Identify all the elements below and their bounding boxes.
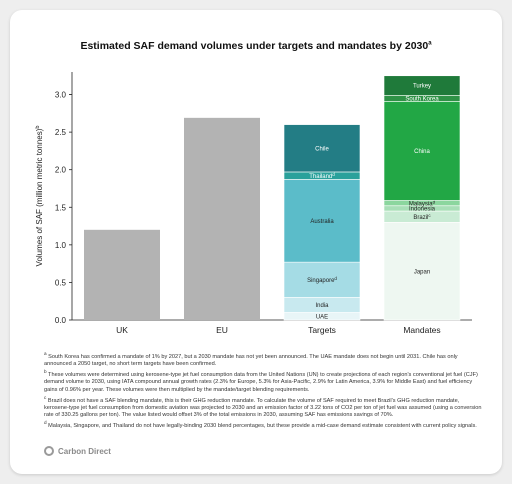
segment-label-malaysia: Malaysiad bbox=[409, 199, 436, 207]
footnote: d Malaysia, Singapore, and Thailand do n… bbox=[44, 420, 477, 430]
segment-label-india: India bbox=[315, 303, 329, 309]
y-tick-label: 3.0 bbox=[55, 91, 67, 100]
segment-label-thailand: Thailandd bbox=[309, 172, 335, 180]
segment-label-marker: d bbox=[332, 172, 335, 177]
segment-label-marker: c bbox=[428, 213, 431, 218]
segment-australia bbox=[283, 179, 361, 263]
segment-japan bbox=[383, 222, 461, 321]
bar-chart: 0.0 0.5 1.0 1.5 2.0 2.5 3.0 Volumes of SAF (mil… bbox=[35, 72, 472, 335]
x-tick-label: EU bbox=[216, 325, 228, 335]
x-tick-label: UK bbox=[116, 325, 128, 335]
segment-label-south-korea: South Korea bbox=[405, 97, 439, 103]
segment-label-chile: Chile bbox=[315, 146, 329, 152]
y-tick-label: 2.5 bbox=[55, 128, 67, 137]
segment-label-indonesia: Indonesia bbox=[409, 207, 436, 213]
y-tick-label: 0.5 bbox=[55, 278, 67, 287]
x-tick-label: Mandates bbox=[403, 325, 440, 335]
bar-uk bbox=[84, 229, 160, 320]
y-tick-label: 1.5 bbox=[55, 203, 67, 212]
footnote: b These volumes were determined using ke… bbox=[44, 369, 478, 393]
chart-title: Estimated SAF demand volumes under targe… bbox=[80, 40, 432, 52]
segment-label-turkey: Turkey bbox=[413, 84, 431, 90]
bar-eu bbox=[184, 117, 260, 320]
x-tick-label: Targets bbox=[308, 325, 336, 335]
segment-label-australia: Australia bbox=[310, 219, 334, 225]
segment-turkey bbox=[383, 75, 461, 96]
segment-china bbox=[383, 101, 461, 201]
segment-singapore bbox=[283, 261, 361, 298]
y-tick-label: 2.0 bbox=[55, 166, 67, 175]
footnotes: a South Korea has confirmed a mandate of… bbox=[44, 350, 484, 430]
logo-text: Carbon Direct bbox=[58, 446, 111, 456]
segment-label-japan: Japan bbox=[414, 269, 430, 275]
y-tick-label: 1.0 bbox=[55, 241, 67, 250]
chart-card: Estimated SAF demand volumes under targe… bbox=[10, 10, 502, 474]
y-axis-label: Volumes of SAF (million metric tonnes)b bbox=[35, 126, 44, 267]
carbon-direct-logo-icon bbox=[44, 446, 54, 456]
footnote: c Brazil does not have a SAF blending ma… bbox=[44, 394, 482, 418]
segment-label-marker: d bbox=[334, 276, 337, 281]
y-axis-label-marker: b bbox=[35, 126, 41, 129]
y-tick-label: 0.0 bbox=[55, 316, 67, 325]
logo: Carbon Direct bbox=[44, 446, 111, 456]
segment-label-marker: d bbox=[433, 199, 436, 204]
segment-chile bbox=[283, 124, 361, 173]
segment-label-singapore: Singapored bbox=[307, 276, 337, 284]
segment-label-uae: UAE bbox=[316, 314, 328, 320]
segment-label-china: China bbox=[414, 149, 430, 155]
footnote: a South Korea has confirmed a mandate of… bbox=[44, 351, 458, 368]
segment-label-brazil: Brazilc bbox=[413, 213, 431, 221]
